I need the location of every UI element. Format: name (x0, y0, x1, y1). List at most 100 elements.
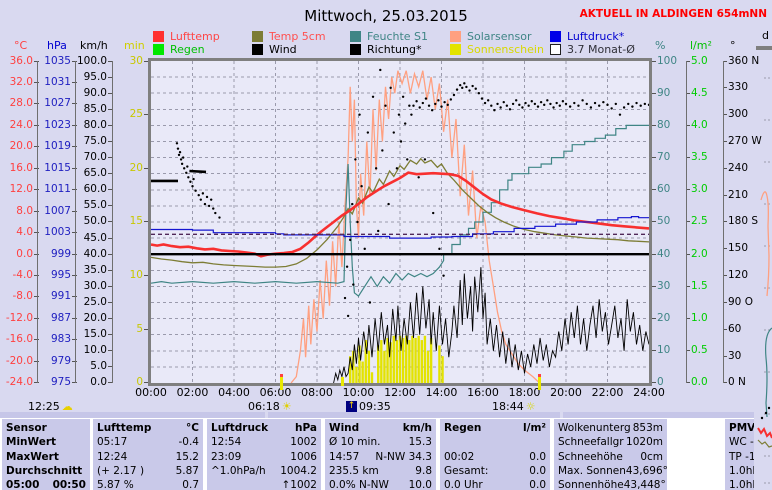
table-row: 14:57 N-NW 34.3 (325, 450, 436, 464)
wind-swatch-icon (252, 43, 263, 55)
separator-band (563, 412, 754, 418)
axis-label: 10 (652, 344, 679, 357)
separator-band (0, 412, 265, 418)
axis-label: 3.5 (686, 151, 715, 164)
axis-label: 25.0 (77, 296, 113, 309)
legend-item-regen: Regen (153, 43, 205, 56)
axis-label: 1035 (42, 55, 77, 68)
legend-label: Wind (269, 42, 297, 56)
table-cell: N-NW 34.3 (375, 450, 432, 463)
regen-swatch-icon (153, 43, 164, 55)
axis-label: 85.0 (77, 103, 113, 116)
axis-label: 90 O (723, 296, 764, 309)
axis-label: 32.0 (2, 76, 39, 89)
table-cell: 0.0% N-NW (329, 479, 389, 490)
legend-label: Luftdruck* (567, 29, 625, 43)
table-row: Gesamt: 0.0 (440, 464, 550, 478)
axis-label: 987 (42, 312, 77, 325)
tick-cap (538, 374, 542, 377)
table-cell: Sensor (6, 422, 47, 434)
table-cell: 9.8 (415, 464, 432, 477)
axis-label: 20 (652, 312, 679, 325)
axis-label: 90 (652, 87, 679, 100)
table-cell: Wind (329, 422, 360, 434)
axis-lm2: 5.0 4.5 4.0 3.5 3.0 2.5 2.0 1.5 1.0 0.5 0.0 (686, 55, 715, 390)
axis-unit-label: km/h (80, 39, 108, 52)
table-row: Wolkenunterg 853m (554, 419, 667, 435)
axis-label: 20:00 (550, 386, 582, 399)
table-cell: 1006 (290, 450, 317, 463)
sun-icon: ☀ (281, 400, 292, 413)
axis-label: 4.5 (686, 87, 715, 100)
series-richtung-konstant-wsw (189, 169, 207, 174)
table-cell: PMV-1:-3 (729, 422, 754, 434)
time-axis: 00:00 02:00 04:00 06:00 08:00 10:00 12:00 14:00… (131, 386, 669, 399)
axis-label: 60.0 (77, 183, 113, 196)
axis-label: -16.0 (2, 333, 39, 346)
series-wind (333, 267, 650, 384)
axis-unit-label: min (124, 39, 145, 52)
axis-percent: 100 90 80 70 60 50 40 30 20 10 0 (652, 54, 679, 390)
table-cell: 5.87 % (97, 479, 134, 490)
sun-event-tick (538, 374, 542, 390)
kmh-axis-line (112, 61, 113, 383)
table-cell: 0.0 (529, 464, 546, 477)
table-row: 1.0hPa/3h (725, 464, 754, 478)
axis-label: 0.5 (686, 344, 715, 357)
axis-label: 12:00 (384, 386, 416, 399)
axis-label: 15 (120, 215, 149, 228)
table-row: Lufttemp °C (93, 419, 203, 435)
marker-time: 12:25 (28, 400, 60, 413)
table-cell: Regen (444, 422, 482, 434)
axis-label: 30 (723, 350, 764, 363)
axis-label: 25 (120, 108, 149, 121)
axis-label: 60 (652, 183, 679, 196)
table-cell: 0.7 (182, 479, 199, 490)
table-column-3: Wind km/h Ø 10 min. 15.3 14:57 N-NW 34.3 235.5… (325, 419, 436, 490)
table-row: (+ 2.17 ) 5.87 (93, 464, 203, 478)
legend-label: Sonnenschein (467, 42, 544, 56)
plot-area[interactable] (148, 58, 652, 386)
axis-label: 4.0 (2, 226, 39, 239)
table-row: Schneefallgr 1020m (554, 435, 667, 449)
table-column-5: Wolkenunterg 853m Schneefallgr 1020m Schneeh… (554, 419, 667, 490)
legend-item-sonnenschein: Sonnenschein (450, 42, 544, 56)
axis-label: 100 (652, 54, 678, 67)
lufttemp-swatch-icon (153, 30, 164, 42)
axis-label: 999 (42, 248, 77, 261)
table-cell: hPa (295, 422, 317, 434)
table-cell: 0.0 (529, 479, 546, 490)
table-row: Schneehöhe 0cm (554, 450, 667, 464)
axis-label: 55.0 (77, 199, 113, 212)
axis-label: 330 (723, 81, 764, 94)
table-cell: (+ 2.17 ) (97, 464, 145, 477)
axis-label: 360 N (723, 55, 764, 68)
axis-label: -24.0 (2, 376, 39, 389)
table-cell: TP -1.8 °C (729, 450, 754, 463)
table-cell: 10.0 (408, 479, 432, 490)
marker-time: 18:44 (492, 400, 524, 413)
solarsensor-swatch-icon (450, 30, 461, 42)
axis-label: 15.0 (77, 328, 113, 341)
table-cell: 1020m (626, 436, 663, 449)
axis-label: -20.0 (2, 355, 39, 368)
axis-label: 24:00 (633, 386, 665, 399)
axis-label: 180 S (723, 215, 764, 228)
axis-label: 0 (120, 376, 149, 389)
table-row: 0.0 Uhr 0.0 (440, 478, 550, 490)
table-row: 12:24 15.2 (93, 450, 203, 464)
secondary-pane-chart (756, 46, 772, 484)
table-cell: 1.0hPa/1h (729, 479, 754, 490)
axis-label: 30 (652, 280, 679, 293)
table-cell: 43,696° (625, 464, 667, 477)
table-column-4: Regen l/m² 00:02 0.0 Gesamt: 0.0 0.0 Uhr 0.0 (440, 419, 550, 490)
series-sonnenschein (349, 335, 444, 383)
axis-celsius: 36.0 32.0 28.0 24.0 20.0 16.0 12.0 8.0 4.0 0.0 -4.… (2, 55, 39, 390)
table-row: Sensor (2, 419, 90, 435)
axis-label: 3.0 (686, 183, 715, 196)
table-cell: Luftdruck (211, 422, 269, 434)
sonnenschein-swatch-icon (450, 43, 461, 55)
axis-label: 35.0 (77, 264, 113, 277)
axis-label: 40 (652, 248, 679, 261)
